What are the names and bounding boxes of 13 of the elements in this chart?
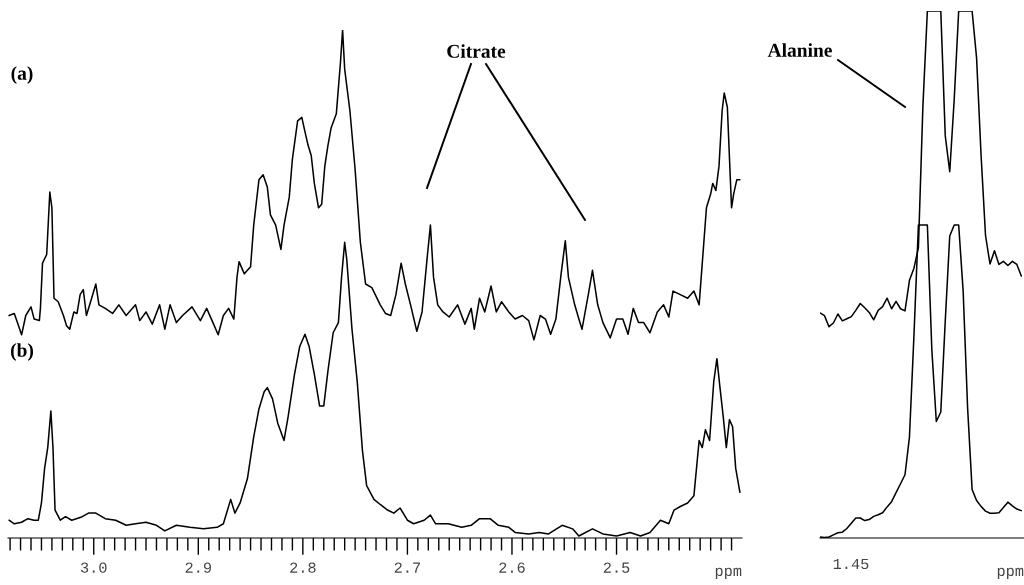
x-tick-label: 2.7 xyxy=(394,562,420,573)
text: 1.45 xyxy=(833,558,869,570)
x-tick-label: 2.8 xyxy=(290,562,316,573)
x-axis-title: ppm xyxy=(715,567,742,580)
x-tick-label: 3.0 xyxy=(80,562,107,573)
x-tick-label: 2.5 xyxy=(603,562,630,573)
x-axis-title: ppm xyxy=(997,567,1024,580)
x-tick-label: 2.9 xyxy=(185,562,211,573)
annotation: (b) xyxy=(10,343,34,361)
annotation: Citrate xyxy=(447,44,506,58)
annotation: (a) xyxy=(11,66,33,84)
annotation: Alanine xyxy=(767,43,832,57)
x-tick-label: 2.6 xyxy=(499,562,525,573)
